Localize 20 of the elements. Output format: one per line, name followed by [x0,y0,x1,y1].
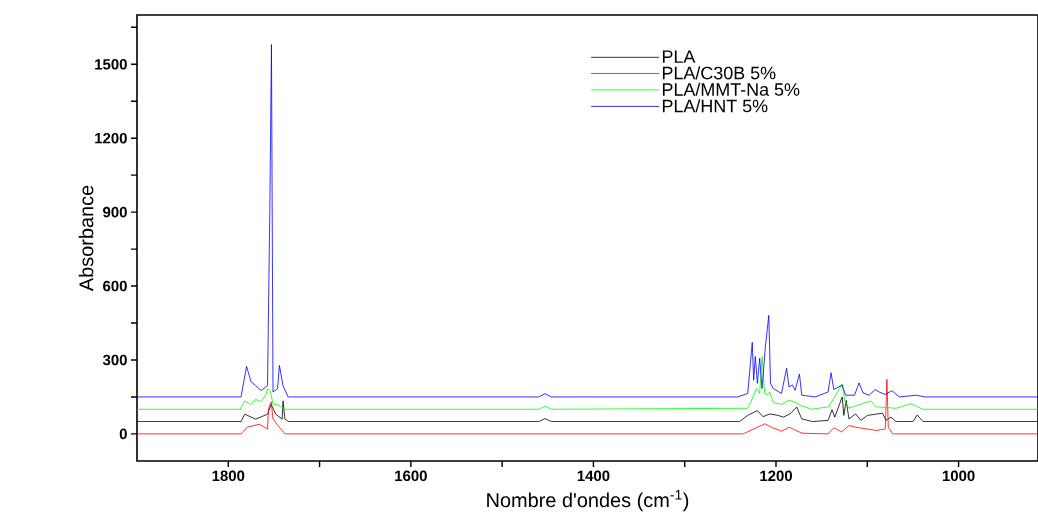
y-tick-label: 0 [119,428,127,440]
y-tick-label: 1500 [95,58,127,70]
y-tick-label: 1200 [95,132,127,144]
x-tick-label: 1000 [942,470,975,482]
line-series [136,44,1038,398]
legend-label: PLA [662,50,696,63]
x-tick-label: 1800 [212,470,245,482]
legend-label: PLA/HNT 5% [662,99,768,113]
y-tick-label: 900 [103,206,127,218]
line-series [136,356,1038,410]
legend-label: PLA/C30B 5% [662,66,776,80]
y-tick-label: 300 [102,354,127,366]
legend-label: PLA/MMT-Na 5% [662,82,800,96]
x-tick-label: 1400 [577,470,610,482]
line-series [136,379,1038,435]
x-tick-label: 1200 [760,470,792,482]
y-axis-title: Absorbance [78,185,94,292]
y-tick-label: 600 [103,280,127,292]
x-axis-title: Nombre d'ondes (cm$^{-1}$) [487,489,689,512]
x-tick-label: 1600 [395,470,427,482]
